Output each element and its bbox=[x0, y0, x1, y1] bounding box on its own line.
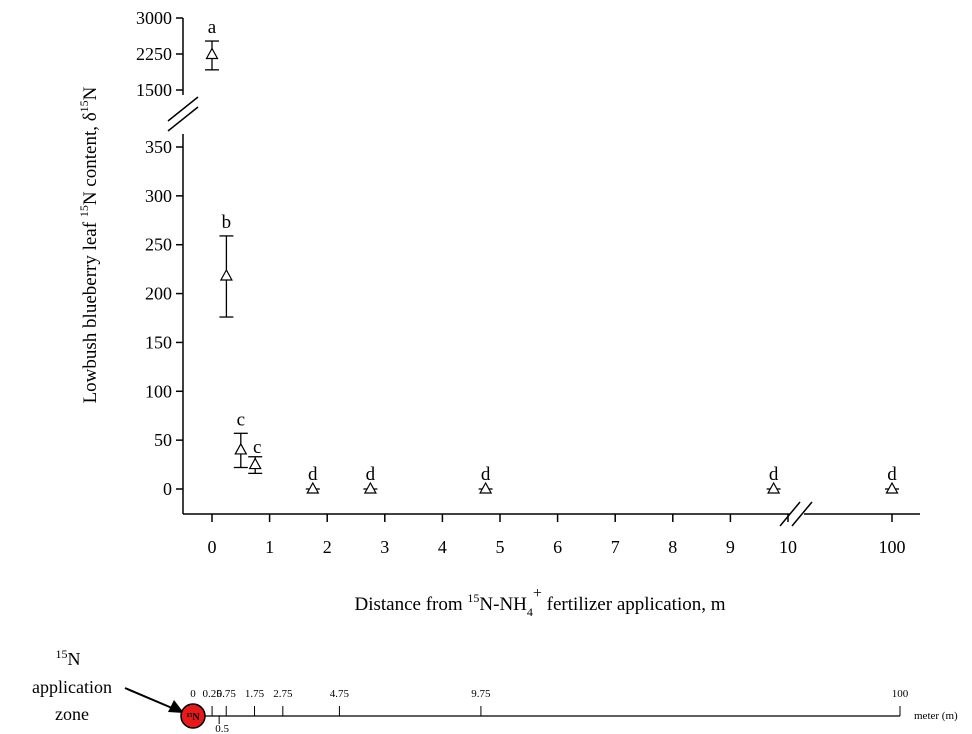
y-axis-ticks: 3000 2250 1500 350 300 250 200 150 100 50 0 bbox=[136, 8, 183, 499]
x-tick-label: 5 bbox=[496, 537, 505, 557]
significance-letter: c bbox=[237, 409, 245, 430]
data-point: d bbox=[363, 464, 378, 494]
x-axis-label-mid: N-NH bbox=[479, 594, 527, 615]
schematic-tick-label: 0.25 bbox=[202, 688, 222, 700]
schematic-tick-label: 2.75 bbox=[273, 688, 293, 700]
x-axis-label-sup2: + bbox=[533, 585, 542, 602]
significance-letter: d bbox=[769, 464, 779, 485]
schematic-tick-label: 100 bbox=[892, 688, 909, 700]
data-point: c bbox=[233, 409, 248, 469]
triangle-marker bbox=[767, 481, 781, 494]
y-tick-label: 1500 bbox=[136, 80, 172, 100]
significance-letter: c bbox=[253, 437, 261, 458]
x-tick-label: 7 bbox=[611, 537, 620, 557]
plot-axes bbox=[167, 18, 920, 527]
zone-label-line1: 15N bbox=[56, 647, 81, 669]
circle-label: 15N bbox=[186, 712, 200, 723]
circle-label-sup: 15 bbox=[186, 713, 192, 719]
schematic-tick-label: 4.75 bbox=[330, 688, 350, 700]
y-axis-label-mid: N content, δ bbox=[80, 112, 101, 205]
x-axis-label-sup: 15 bbox=[467, 591, 479, 605]
y-tick-label: 200 bbox=[145, 284, 172, 304]
schematic-tick-label: 0 bbox=[190, 688, 196, 700]
x-tick-label: 3 bbox=[380, 537, 389, 557]
y-tick-label: 150 bbox=[145, 332, 172, 352]
y-axis-break-mark bbox=[167, 96, 199, 122]
y-axis-label: Lowbush blueberry leaf 15N content, δ15N bbox=[77, 86, 101, 403]
x-tick-label: 1 bbox=[265, 537, 274, 557]
x-tick-label: 10 bbox=[779, 537, 797, 557]
y-axis-label-sup2: 15 bbox=[77, 100, 91, 112]
data-point: b bbox=[219, 212, 234, 318]
y-tick-label: 50 bbox=[154, 430, 172, 450]
distance-schematic: 15N application zone 15N 0 0.250.50.75 1.7… bbox=[32, 647, 958, 734]
x-tick-label: 9 bbox=[726, 537, 735, 557]
schematic-ticks: 0 0.25 0.5 0.75 1.75 2.75 4.75 9.75 100 bbox=[190, 688, 909, 734]
data-point: d bbox=[885, 464, 899, 494]
triangle-marker bbox=[363, 481, 377, 494]
zone-label-line3: zone bbox=[55, 704, 89, 724]
y-tick-label: 2250 bbox=[136, 44, 172, 64]
data-point: a bbox=[205, 17, 219, 71]
triangle-marker bbox=[479, 481, 493, 494]
data-point: d bbox=[766, 464, 781, 494]
x-tick-label: 8 bbox=[668, 537, 677, 557]
y-axis-label-post: N bbox=[80, 86, 101, 100]
schematic-tick-label: 1.75 bbox=[245, 688, 265, 700]
x-tick-label: 6 bbox=[553, 537, 562, 557]
zone-label-sup: 15 bbox=[56, 647, 68, 661]
y-tick-label: 3000 bbox=[136, 8, 172, 28]
y-tick-label: 350 bbox=[145, 137, 172, 157]
triangle-marker bbox=[205, 47, 219, 60]
zone-label-line2: application bbox=[32, 677, 112, 697]
schematic-tick-label: 0.75 bbox=[217, 688, 237, 700]
zone-label-sym: N bbox=[68, 649, 81, 669]
significance-letter: d bbox=[366, 464, 376, 485]
x-tick-label: 0 bbox=[208, 537, 217, 557]
y-tick-label: 300 bbox=[145, 186, 172, 206]
y-tick-label: 100 bbox=[145, 381, 172, 401]
unit-label: meter (m) bbox=[914, 710, 958, 722]
x-tick-label: 4 bbox=[438, 537, 447, 557]
x-axis-break-mark bbox=[791, 501, 813, 527]
data-point: d bbox=[478, 464, 493, 494]
y-axis-label-pre: Lowbush blueberry leaf bbox=[80, 217, 101, 403]
y-axis-break-mark bbox=[167, 106, 199, 132]
x-axis-label: Distance from 15N-NH4+ fertilizer applic… bbox=[354, 585, 725, 619]
triangle-marker bbox=[306, 481, 320, 494]
triangle-marker bbox=[885, 481, 899, 494]
triangle-marker bbox=[234, 442, 248, 455]
x-tick-label: 100 bbox=[879, 537, 906, 557]
x-axis-ticks: 0 1 2 3 4 5 6 7 8 9 10 100 bbox=[208, 514, 906, 557]
arrow-icon bbox=[124, 687, 184, 713]
x-axis-label-post: fertilizer application, m bbox=[542, 594, 726, 615]
x-tick-label: 2 bbox=[323, 537, 332, 557]
x-axis-label-sub: 4 bbox=[527, 605, 533, 619]
significance-letter: d bbox=[887, 464, 897, 485]
x-axis-label-pre: Distance from bbox=[354, 594, 467, 615]
significance-letter: b bbox=[222, 212, 232, 233]
schematic-tick-label: 0.5 bbox=[215, 723, 229, 734]
data-points: a b cc d d d d d bbox=[205, 17, 899, 494]
x-axis-break-mark bbox=[779, 501, 801, 527]
y-axis-label-sup1: 15 bbox=[77, 205, 91, 217]
significance-letter: a bbox=[208, 17, 217, 38]
significance-letter: d bbox=[308, 464, 318, 485]
y-tick-label: 250 bbox=[145, 235, 172, 255]
y-tick-label: 0 bbox=[163, 479, 172, 499]
triangle-marker bbox=[219, 268, 233, 281]
schematic-tick-label: 9.75 bbox=[471, 688, 491, 700]
circle-label-sym: N bbox=[192, 712, 200, 723]
triangle-marker bbox=[248, 457, 262, 470]
data-point: d bbox=[305, 464, 320, 494]
data-point: c bbox=[248, 437, 263, 475]
significance-letter: d bbox=[481, 464, 491, 485]
